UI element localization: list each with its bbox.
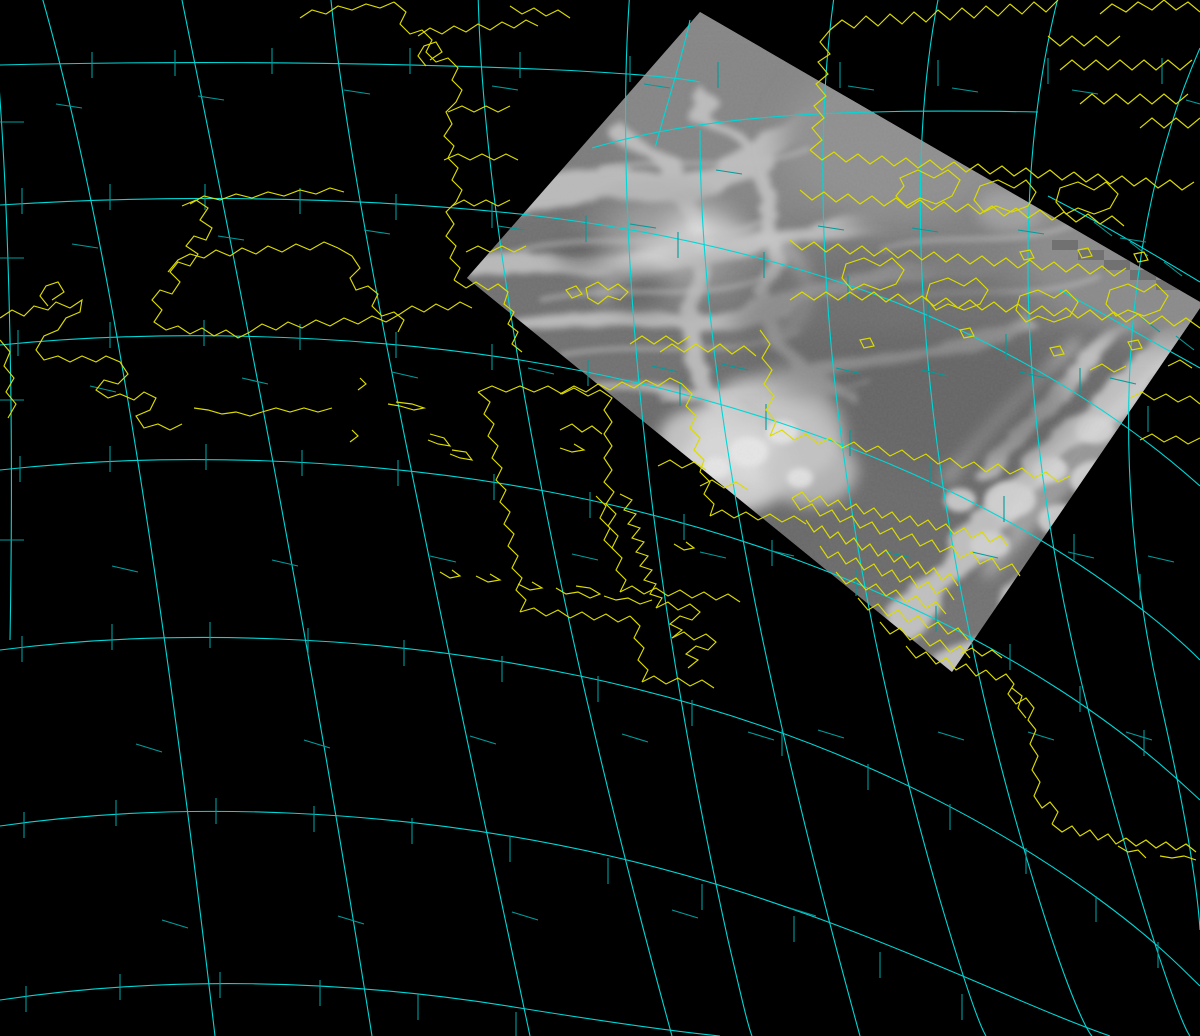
coast-canada-mainland <box>559 281 1200 483</box>
coast-inland-waters <box>1089 359 1200 445</box>
meridian-line <box>477 0 673 1036</box>
meridian-tick-group <box>0 83 1200 929</box>
parallel-arc <box>0 459 1200 801</box>
parallel-arc <box>0 636 1200 987</box>
meridian-line <box>1059 289 1200 369</box>
parallel-arc <box>0 335 1200 661</box>
meridian-line <box>591 110 1039 149</box>
meridian-line <box>330 0 531 1036</box>
coast-bc-panhandle <box>791 491 1197 861</box>
parallel-arc <box>0 983 721 1036</box>
parallel-arc <box>0 810 1111 1036</box>
meridian-line <box>181 0 373 1036</box>
coast-kamchatka-siberia <box>0 187 473 431</box>
meridian-line <box>699 129 861 1036</box>
coast-canadian-arctic <box>789 0 1195 357</box>
meridian-line <box>1047 195 1200 283</box>
coast-alaska-mainland <box>477 377 807 689</box>
graticule-tick-group <box>17 48 1163 1036</box>
coast-chukotka <box>299 1 571 353</box>
parallel-arc <box>0 62 701 83</box>
meridian-line <box>822 0 987 1036</box>
meridian-line <box>1027 0 1191 1036</box>
coast-aleutian-arc <box>193 377 717 669</box>
meridian-line <box>919 0 1093 1036</box>
meridian-line <box>625 0 753 1036</box>
meridian-line <box>0 92 12 641</box>
meridian-line <box>1128 47 1200 931</box>
coast-greenland <box>1047 0 1200 129</box>
meridian-line <box>42 0 216 1036</box>
